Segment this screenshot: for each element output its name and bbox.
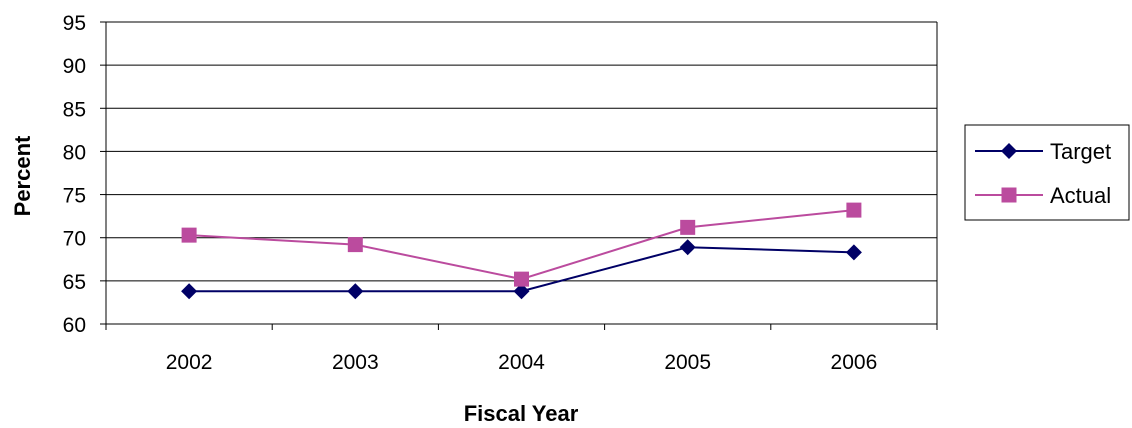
series-target [181,239,862,300]
x-tick-label: 2006 [831,351,878,374]
legend-entry-actual: Actual [975,183,1111,208]
legend-marker-target [1001,143,1017,159]
legend-box [964,124,1130,221]
y-tick-label: 75 [63,185,86,208]
data-point-actual [680,219,696,235]
y-tick-labels: 60 65 70 75 80 85 90 95 [63,12,86,337]
x-tick-labels: 2002 2003 2004 2005 2006 [166,351,878,374]
x-tick-label: 2002 [166,351,213,374]
data-point-actual [347,237,363,253]
x-axis-title: Fiscal Year [464,401,579,426]
data-point-target [347,283,364,300]
y-tick-label: 65 [63,271,86,294]
data-point-target [181,283,198,300]
legend-marker-actual [1001,187,1017,203]
data-point-actual [846,202,862,218]
legend-label-actual: Actual [1050,183,1111,208]
data-point-actual [514,271,529,287]
y-tick-label: 80 [63,141,86,164]
data-point-target [845,244,862,261]
data-point-target [513,283,530,300]
legend-label-target: Target [1050,139,1111,164]
legend: Target Actual [964,124,1130,221]
y-tick-label: 85 [63,98,86,121]
data-point-actual [181,227,197,243]
series-actual [181,202,862,287]
y-tick-label: 95 [63,12,86,35]
x-tick-label: 2003 [332,351,379,374]
x-tick-label: 2005 [664,351,711,374]
series-line-actual [189,209,855,281]
y-tick-label: 90 [63,55,86,78]
x-tick-label: 2004 [498,351,545,374]
series-group [181,202,862,300]
legend-entry-target: Target [975,139,1111,164]
y-tick-label: 70 [63,228,86,251]
y-axis-title: Percent [10,135,35,216]
y-tick-label: 60 [63,314,86,337]
data-point-target [679,239,696,256]
